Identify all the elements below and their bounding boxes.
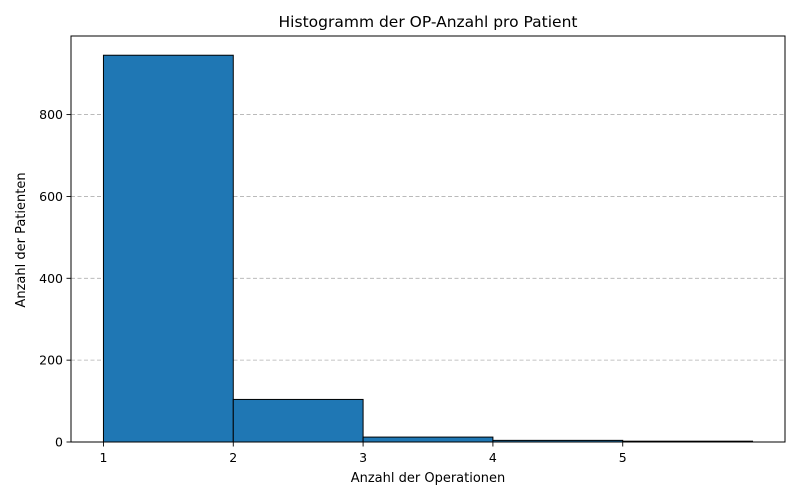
- histogram-bar: [102, 54, 234, 443]
- y-axis-label: Anzahl der Patienten: [14, 172, 29, 307]
- y-tick-label: 400: [39, 271, 63, 286]
- y-tick-label: 0: [55, 435, 63, 450]
- chart-title: Histogramm der OP-Anzahl pro Patient: [279, 13, 578, 31]
- y-tick-label: 600: [39, 189, 63, 204]
- histogram-bars: [102, 54, 754, 443]
- x-tick-label: 5: [619, 450, 627, 465]
- histogram-bar: [232, 398, 364, 443]
- x-axis-ticks: 1 2 3 4 5: [99, 442, 627, 465]
- x-tick-label: 3: [359, 450, 367, 465]
- x-tick-label: 1: [99, 450, 107, 465]
- y-tick-label: 800: [39, 107, 63, 122]
- histogram-bar: [362, 436, 494, 443]
- x-axis-label: Anzahl der Operationen: [351, 471, 506, 486]
- plot-area-frame: [70, 35, 786, 443]
- x-tick-label: 4: [489, 450, 497, 465]
- x-tick-label: 2: [229, 450, 237, 465]
- y-axis-ticks: 0 200 400 600 800: [39, 107, 71, 450]
- y-tick-label: 200: [39, 353, 63, 368]
